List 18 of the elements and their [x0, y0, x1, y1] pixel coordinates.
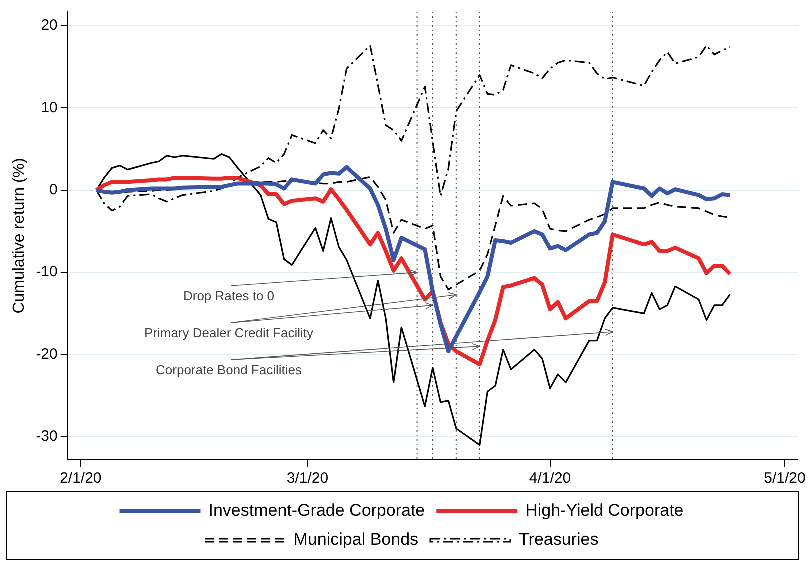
legend-label: Municipal Bonds: [294, 530, 419, 550]
y-tick-label: -20: [36, 346, 58, 363]
x-tick-label: 3/1/20: [286, 470, 329, 488]
y-tick-label: -30: [36, 428, 58, 446]
y-axis-title: Cumulative return (%): [11, 158, 28, 314]
legend-label: Treasuries: [519, 530, 599, 550]
legend-label: High-Yield Corporate: [526, 501, 684, 520]
annotation: Drop Rates to 0: [183, 288, 275, 304]
annotation: Corporate Bond Facilities: [156, 362, 302, 378]
x-tick-label: 4/1/20: [529, 470, 572, 488]
y-tick-label: 20: [41, 17, 58, 34]
x-tick-label: 5/1/20: [764, 470, 806, 488]
y-tick-label: 0: [50, 182, 58, 199]
y-tick-label: 10: [41, 99, 58, 116]
legend-label: Investment-Grade Corporate: [208, 501, 426, 520]
x-tick-label: 2/1/20: [60, 470, 102, 488]
y-tick-label: -10: [36, 264, 58, 281]
annotation: Primary Dealer Credit Facility: [144, 326, 314, 341]
